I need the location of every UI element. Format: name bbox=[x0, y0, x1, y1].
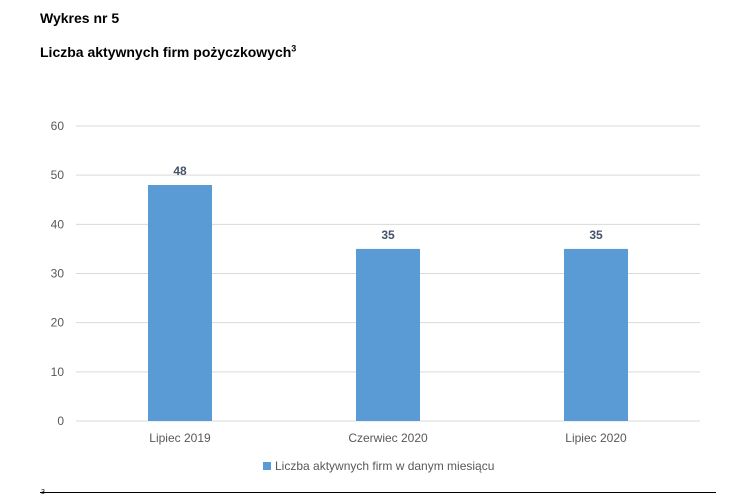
x-axis-ticks: Lipiec 2019 Czerwiec 2020 Lipiec 2020 bbox=[149, 431, 627, 445]
y-tick-label: 10 bbox=[51, 365, 65, 379]
y-axis-ticks: 0 10 20 30 40 50 60 bbox=[51, 119, 65, 428]
data-label: 35 bbox=[381, 228, 395, 242]
bar bbox=[148, 185, 212, 421]
data-label: 48 bbox=[173, 164, 187, 178]
y-tick-label: 30 bbox=[51, 267, 65, 281]
legend-label: Liczba aktywnych firm w danym miesiącu bbox=[275, 459, 494, 473]
x-tick-label: Lipiec 2019 bbox=[149, 431, 211, 445]
chart-title: Liczba aktywnych firm pożyczkowych3 bbox=[40, 44, 296, 60]
bars bbox=[148, 185, 628, 421]
data-label: 35 bbox=[589, 228, 603, 242]
y-tick-label: 20 bbox=[51, 316, 65, 330]
legend: Liczba aktywnych firm w danym miesiącu bbox=[263, 459, 494, 473]
y-tick-label: 50 bbox=[51, 168, 65, 182]
bar bbox=[564, 248, 628, 421]
footnote-marker: 3 bbox=[41, 489, 45, 496]
x-tick-label: Lipiec 2020 bbox=[565, 431, 627, 445]
footer-rule bbox=[40, 492, 716, 493]
bar bbox=[356, 248, 420, 421]
legend-swatch bbox=[263, 462, 271, 470]
data-labels: 48 35 35 bbox=[173, 164, 603, 242]
chart-title-text: Liczba aktywnych firm pożyczkowych bbox=[40, 44, 292, 60]
title-footnote-ref: 3 bbox=[291, 43, 297, 54]
y-tick-label: 0 bbox=[57, 414, 64, 428]
figure-label: Wykres nr 5 bbox=[40, 10, 120, 26]
y-tick-label: 40 bbox=[51, 217, 65, 231]
y-tick-label: 60 bbox=[51, 119, 65, 133]
x-tick-label: Czerwiec 2020 bbox=[348, 431, 428, 445]
